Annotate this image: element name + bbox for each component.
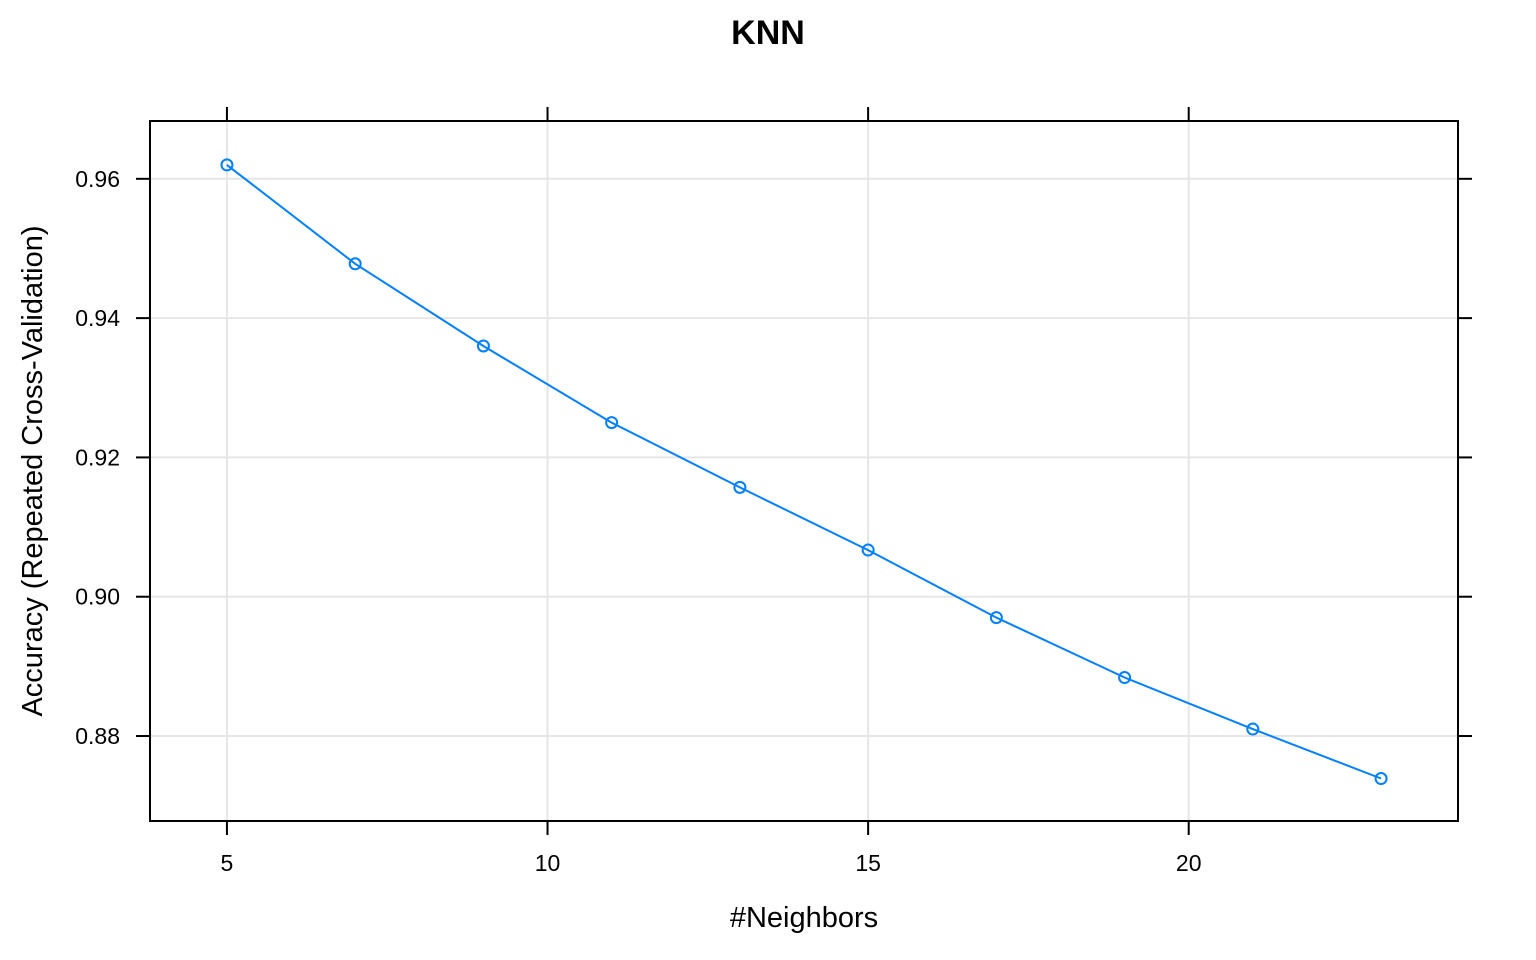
- y-axis-title: Accuracy (Repeated Cross-Validation): [17, 225, 49, 716]
- data-point: [348, 257, 362, 271]
- data-point: [989, 611, 1003, 625]
- data-point: [1246, 722, 1260, 736]
- y-tick-label: 0.90: [75, 584, 120, 610]
- x-tick-label: 10: [535, 850, 561, 876]
- x-tick-label: 20: [1176, 850, 1202, 876]
- data-point: [220, 158, 234, 172]
- data-point: [1374, 772, 1388, 786]
- data-point: [733, 480, 747, 494]
- axis-ticks: [136, 107, 1472, 835]
- y-tick-label: 0.96: [75, 166, 120, 192]
- x-tick-label: 5: [221, 850, 234, 876]
- data-point: [861, 543, 875, 557]
- plot-frame: [149, 120, 1459, 822]
- x-axis-title: #Neighbors: [730, 902, 878, 934]
- x-tick-label: 15: [855, 850, 881, 876]
- data-point: [605, 416, 619, 430]
- grid-lines: [150, 121, 1458, 821]
- y-tick-label: 0.94: [75, 305, 120, 331]
- data-series: [220, 158, 1388, 786]
- series-line: [226, 164, 1382, 780]
- tick-labels: 5 10 15 20 0.88 0.90 0.92 0.94 0.96: [75, 166, 1201, 876]
- data-point: [476, 339, 490, 353]
- y-tick-label: 0.88: [75, 723, 120, 749]
- data-point: [1118, 671, 1132, 685]
- chart-title: KNN: [731, 14, 805, 52]
- y-tick-label: 0.92: [75, 444, 120, 470]
